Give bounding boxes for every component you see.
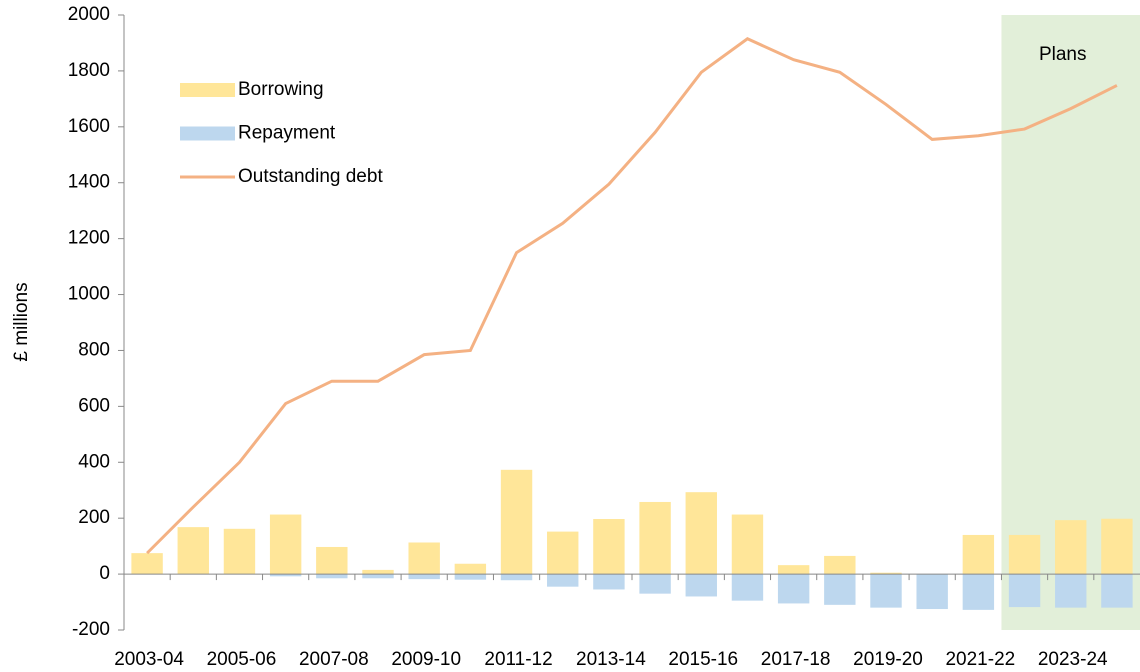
bar xyxy=(685,492,717,575)
plans-label: Plans xyxy=(1039,44,1087,65)
bar xyxy=(870,574,902,608)
bar xyxy=(962,574,995,610)
y-tick-label: 1400 xyxy=(68,172,110,193)
line xyxy=(146,37,1118,555)
x-tick-label: 2023-24 xyxy=(1038,649,1108,670)
bar xyxy=(269,574,302,577)
x-tick-label: 2011-12 xyxy=(484,649,552,670)
x-tick-label: 2007-08 xyxy=(299,649,369,670)
y-tick-label: 2000 xyxy=(68,4,110,25)
legend-label: Outstanding debt xyxy=(238,166,383,187)
y-tick-label: 400 xyxy=(78,451,110,472)
bar xyxy=(1055,520,1087,575)
bar xyxy=(731,574,764,601)
y-tick-label: 200 xyxy=(78,507,110,528)
bar xyxy=(316,574,348,579)
bar xyxy=(316,546,348,575)
bar xyxy=(1101,574,1133,608)
bar xyxy=(639,501,671,575)
legend-label: Borrowing xyxy=(238,79,324,100)
y-tick-label: 0 xyxy=(99,563,110,584)
y-tick-label: 800 xyxy=(78,339,110,360)
bar xyxy=(777,565,810,575)
bar xyxy=(639,574,671,594)
x-tick-label: 2005-06 xyxy=(207,649,277,670)
x-tick-label: 2003-04 xyxy=(114,649,184,670)
bar xyxy=(1101,518,1133,575)
bar xyxy=(454,563,487,575)
bar xyxy=(454,574,487,580)
bar xyxy=(547,574,579,587)
legend-swatch xyxy=(180,83,235,97)
bar xyxy=(685,574,717,597)
bar xyxy=(870,572,902,575)
bar xyxy=(1008,534,1041,575)
x-tick-label: 2019-20 xyxy=(853,649,923,670)
y-tick-label: 1800 xyxy=(68,60,110,81)
legend-swatch xyxy=(180,126,235,141)
bar xyxy=(824,555,856,575)
bar xyxy=(362,574,394,579)
bar xyxy=(269,514,302,575)
bar xyxy=(824,574,856,605)
x-tick-label: 2017-18 xyxy=(761,649,831,670)
x-tick-label: 2021-22 xyxy=(945,649,1015,670)
bar xyxy=(1055,574,1087,608)
bar xyxy=(131,553,163,575)
x-tick-label: 2009-10 xyxy=(391,649,461,670)
x-tick-label: 2013-14 xyxy=(576,649,646,670)
bar xyxy=(593,519,625,575)
bar xyxy=(177,527,209,575)
x-tick-label: 2015-16 xyxy=(668,649,738,670)
bar xyxy=(500,574,533,581)
y-tick-label: -200 xyxy=(72,619,110,640)
bar xyxy=(962,534,995,575)
y-tick-label: 600 xyxy=(78,395,110,416)
y-tick-label: 1600 xyxy=(68,116,110,137)
y-tick-label: 1000 xyxy=(68,284,110,305)
y-axis-label: £ millions xyxy=(11,282,32,361)
bar xyxy=(500,469,533,575)
bar xyxy=(547,531,579,575)
bar xyxy=(777,574,810,604)
bar xyxy=(408,574,440,580)
bar xyxy=(593,574,625,590)
bar xyxy=(408,542,440,575)
bar xyxy=(223,528,256,575)
bar xyxy=(362,569,394,575)
bar xyxy=(731,514,764,575)
y-tick-label: 1200 xyxy=(68,228,110,249)
bar xyxy=(1008,574,1041,608)
bar xyxy=(916,574,948,610)
legend-label: Repayment xyxy=(238,123,336,144)
